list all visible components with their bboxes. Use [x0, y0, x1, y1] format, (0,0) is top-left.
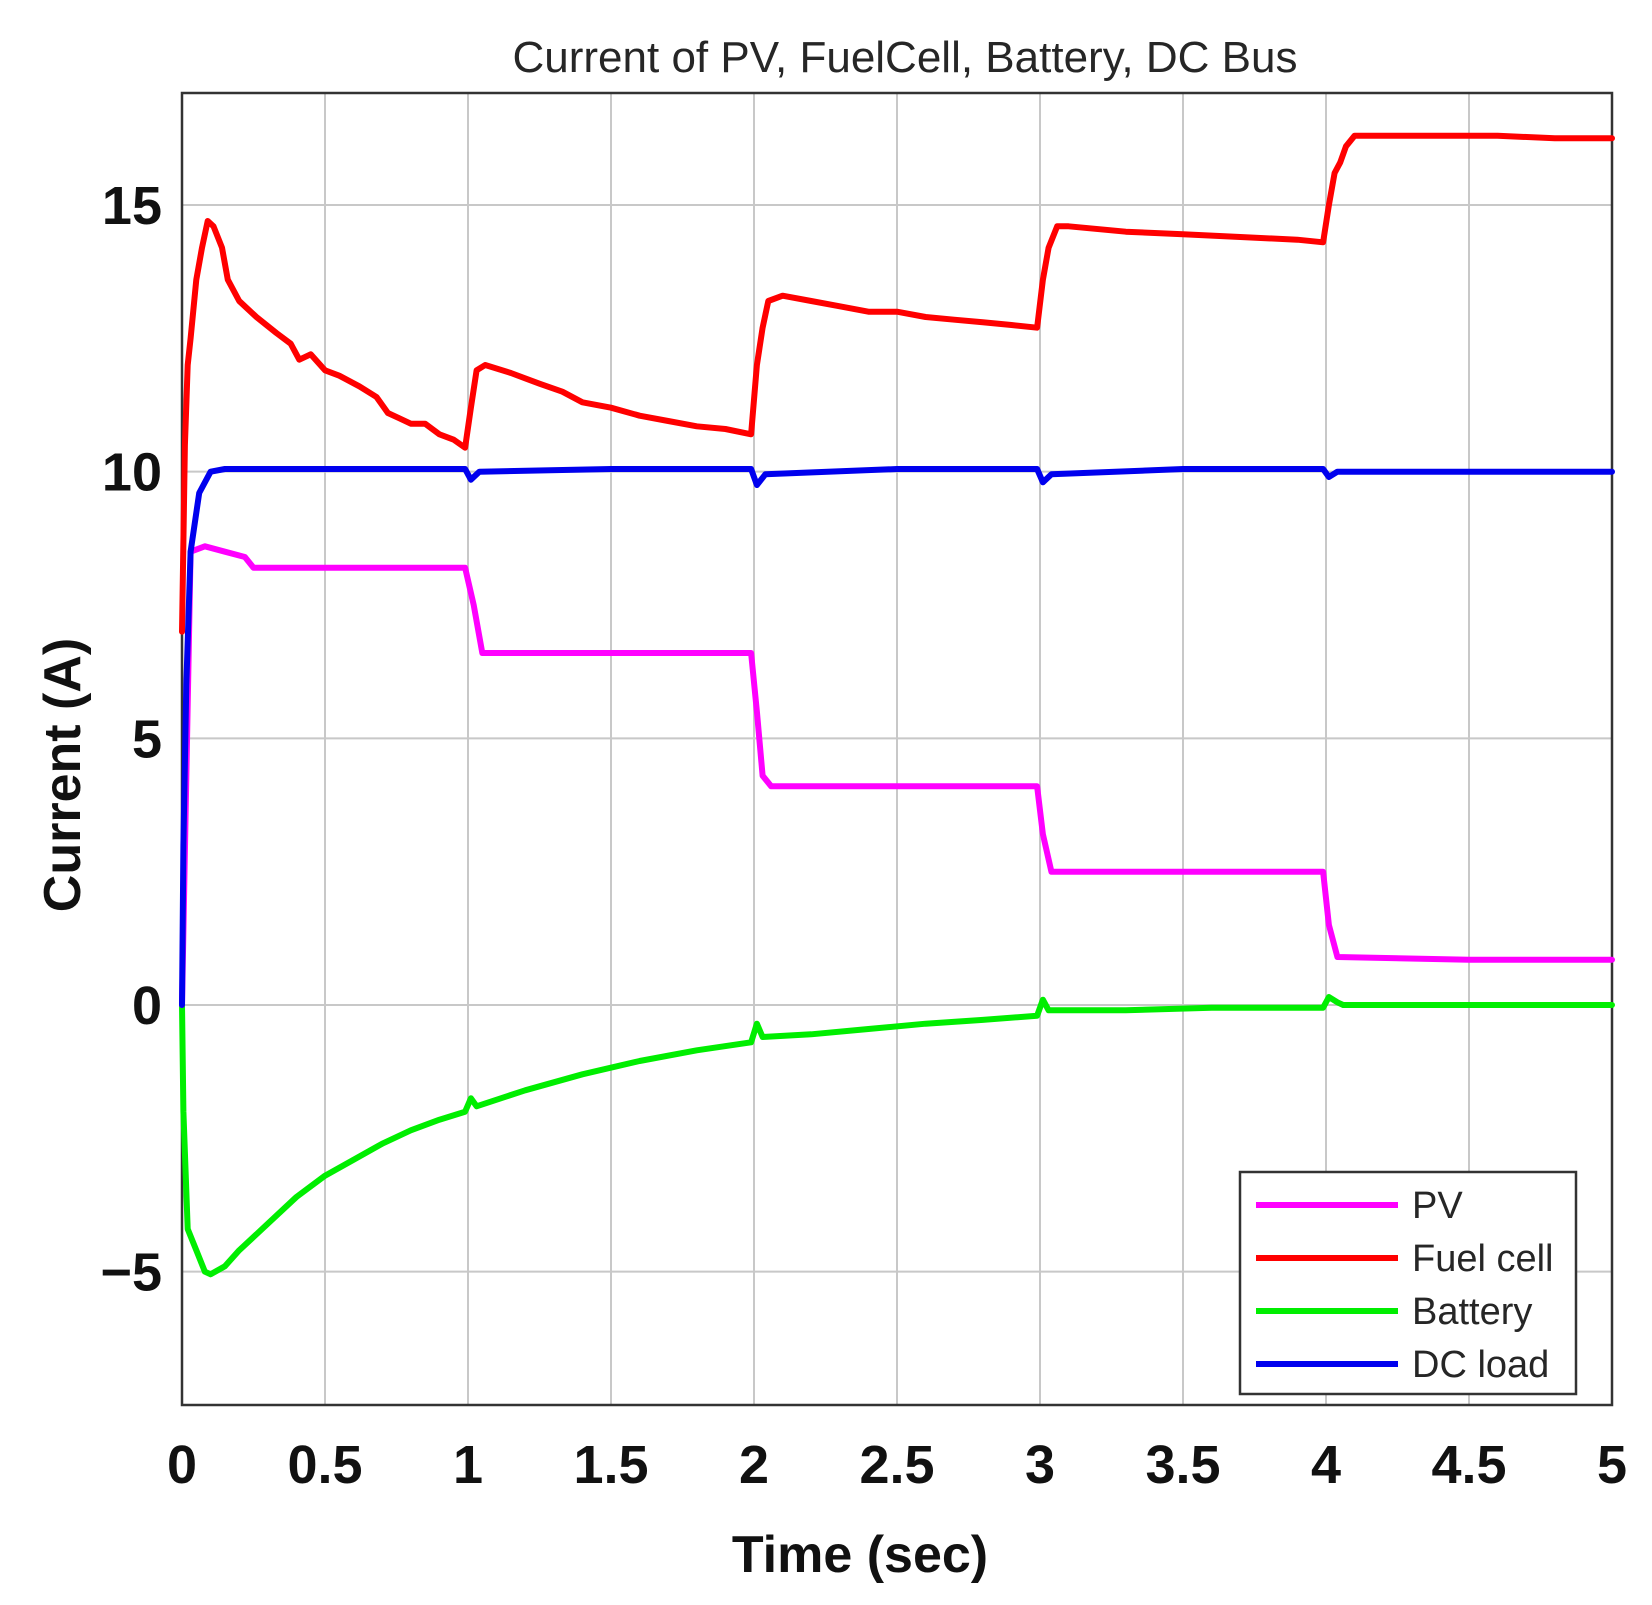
y-axis-label: Current (A) [34, 638, 92, 912]
x-axis-label: Time (sec) [732, 1526, 988, 1584]
y-tick-label: 10 [102, 443, 162, 503]
x-tick-label: 1.5 [573, 1435, 648, 1495]
x-tick-label: 1 [453, 1435, 483, 1495]
x-tick-label: 5 [1597, 1435, 1627, 1495]
x-tick-label: 2 [739, 1435, 769, 1495]
x-tick-label: 3.5 [1145, 1435, 1220, 1495]
legend-label-pv: PV [1412, 1185, 1463, 1227]
legend-label-battery: Battery [1412, 1291, 1532, 1333]
series-line-dc-load [179, 466, 1615, 1008]
legend: PV Fuel cell Battery DC load [1238, 1170, 1578, 1396]
legend-box [1238, 1170, 1578, 1396]
chart-title: Current of PV, FuelCell, Battery, DC Bus [513, 33, 1298, 82]
plot-frame [180, 91, 1614, 1407]
legend-label-dc-load: DC load [1412, 1344, 1549, 1386]
series-line-fuel-cell [179, 132, 1615, 635]
series-line-pv [179, 543, 1615, 1008]
x-tick-label: 4.5 [1431, 1435, 1506, 1495]
x-tick-label: 0.5 [287, 1435, 362, 1495]
legend-label-fuel-cell: Fuel cell [1412, 1238, 1554, 1280]
x-tick-label: 3 [1025, 1435, 1055, 1495]
x-tick-label: 2.5 [859, 1435, 934, 1495]
y-tick-label: 5 [132, 709, 162, 769]
x-axis-ticks: 0 0.5 1 1.5 2 2.5 3 3.5 4 4.5 5 [167, 1435, 1627, 1495]
y-axis-ticks: −5 0 5 10 15 [100, 176, 162, 1303]
y-tick-label: 15 [102, 176, 162, 236]
series-group [179, 132, 1615, 1278]
x-tick-label: 0 [167, 1435, 197, 1495]
series-line-battery [179, 994, 1615, 1278]
y-tick-label: −5 [100, 1243, 162, 1303]
x-tick-label: 4 [1311, 1435, 1341, 1495]
y-tick-label: 0 [132, 976, 162, 1036]
